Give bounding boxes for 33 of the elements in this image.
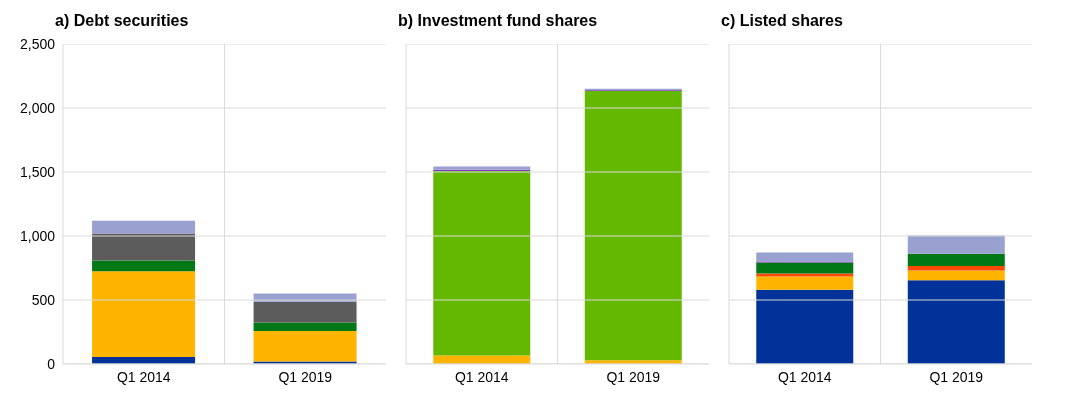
- bar: [253, 301, 357, 323]
- bar: [907, 280, 1005, 364]
- bar: [253, 330, 357, 362]
- x-tick-label: Q1 2014: [116, 368, 171, 385]
- chart-title: a) Debt securities: [54, 11, 190, 31]
- y-tick-label: 500: [31, 291, 56, 308]
- bar: [92, 271, 196, 357]
- bar: [92, 233, 196, 261]
- bar: [92, 260, 196, 272]
- bar: [907, 253, 1005, 267]
- y-tick-label: 1,000: [19, 227, 56, 244]
- bar: [907, 235, 1005, 254]
- x-tick-label: Q1 2014: [777, 368, 832, 385]
- bar: [92, 220, 196, 234]
- bar: [253, 322, 357, 331]
- bar: [756, 289, 854, 364]
- x-tick-label: Q1 2019: [606, 368, 661, 385]
- y-tick-label: 1,500: [19, 163, 56, 180]
- x-tick-label: Q1 2014: [454, 368, 509, 385]
- x-tick-label: Q1 2019: [929, 368, 984, 385]
- y-tick-label: 2,000: [19, 99, 56, 116]
- bar: [756, 252, 854, 262]
- bar: [433, 170, 531, 356]
- y-tick-label: 0: [47, 355, 56, 372]
- bar: [907, 266, 1005, 271]
- y-tick-label: 2,500: [19, 35, 56, 52]
- bar: [756, 262, 854, 274]
- bar: [907, 270, 1005, 281]
- chart-title: b) Investment fund shares: [398, 11, 599, 31]
- bar: [584, 90, 682, 361]
- chart-title: c) Listed shares: [721, 11, 844, 31]
- bar: [756, 276, 854, 290]
- x-tick-label: Q1 2019: [278, 368, 333, 385]
